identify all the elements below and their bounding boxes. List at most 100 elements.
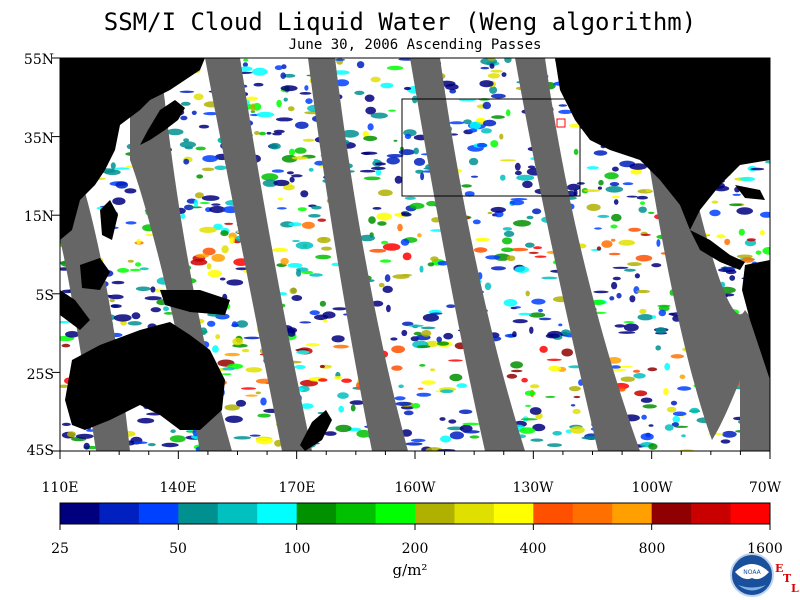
- cloud-blob: [506, 373, 518, 379]
- cloud-blob: [379, 259, 392, 263]
- cloud-blob: [501, 72, 507, 77]
- cloud-blob: [245, 367, 263, 373]
- cloud-blob: [374, 162, 386, 166]
- cloud-blob: [419, 265, 424, 273]
- cloud-blob: [211, 203, 221, 206]
- cloud-blob: [211, 253, 225, 262]
- cloud-blob: [179, 141, 196, 148]
- colorbar-swatch: [296, 503, 337, 524]
- cloud-blob: [65, 331, 80, 338]
- cloud-blob: [526, 215, 534, 220]
- cloud-blob: [386, 156, 400, 165]
- cloud-blob: [610, 238, 616, 242]
- colorbar-swatch: [493, 503, 534, 524]
- cloud-blob: [262, 179, 278, 187]
- cloud-blob: [305, 98, 313, 104]
- cloud-blob: [104, 169, 121, 176]
- lat-label-15n: 15N: [23, 209, 54, 225]
- cloud-blob: [319, 300, 326, 307]
- cloud-blob: [630, 169, 642, 175]
- cloud-blob: [512, 331, 517, 338]
- cloud-blob: [224, 404, 240, 411]
- cloud-blob: [655, 327, 667, 334]
- cloud-blob: [449, 88, 457, 94]
- cloud-blob: [283, 184, 295, 191]
- cloud-blob: [163, 306, 169, 312]
- cloud-blob: [469, 435, 480, 439]
- cloud-blob: [739, 176, 756, 182]
- cloud-blob: [503, 230, 515, 237]
- cloud-blob: [647, 367, 658, 372]
- cloud-blob: [324, 431, 337, 436]
- cloud-blob: [220, 230, 229, 237]
- cloud-blob: [287, 330, 296, 337]
- cloud-blob: [618, 239, 635, 246]
- cloud-blob: [545, 333, 560, 339]
- cloud-blob: [309, 273, 323, 277]
- cloud-blob: [261, 173, 279, 181]
- north-america-land: [555, 58, 770, 230]
- lon-label-160w: 160W: [394, 480, 436, 496]
- cloud-blob: [629, 295, 636, 303]
- cloud-blob: [463, 119, 472, 125]
- cloud-blob: [144, 233, 156, 237]
- cloud-blob: [179, 90, 195, 94]
- cloud-blob: [620, 376, 635, 382]
- cloud-blob: [395, 401, 412, 406]
- cloud-blob: [547, 443, 562, 447]
- colorbar-swatch: [217, 503, 258, 524]
- cloud-blob: [490, 69, 503, 73]
- cloud-blob: [468, 128, 478, 133]
- cloud-blob: [131, 312, 141, 320]
- cloud-blob: [476, 142, 488, 148]
- cloud-blob: [430, 312, 443, 315]
- colorbar-label-100: 100: [283, 541, 311, 557]
- cloud-blob: [538, 317, 552, 321]
- cloud-blob: [421, 330, 432, 337]
- cloud-blob: [461, 184, 472, 188]
- cloud-blob: [490, 140, 499, 148]
- cloud-blob: [341, 378, 352, 383]
- cloud-blob: [500, 174, 506, 181]
- cloud-blob: [671, 422, 680, 427]
- cloud-blob: [510, 198, 528, 201]
- cloud-blob: [139, 267, 149, 271]
- cloud-blob: [166, 128, 184, 136]
- cloud-blob: [110, 304, 122, 308]
- cloud-blob: [354, 90, 365, 95]
- cloud-blob: [510, 369, 523, 373]
- cloud-blob: [741, 257, 754, 263]
- cloud-blob: [611, 281, 618, 290]
- cloud-blob: [180, 115, 188, 121]
- cloud-blob: [501, 247, 514, 253]
- cloud-blob: [349, 400, 365, 405]
- cloud-blob: [510, 247, 529, 252]
- cloud-blob: [594, 227, 602, 230]
- cloud-blob: [489, 86, 498, 94]
- cloud-blob: [619, 365, 633, 368]
- cloud-blob: [449, 431, 464, 440]
- cloud-blob: [297, 207, 307, 212]
- cloud-blob: [195, 146, 206, 151]
- cloud-blob: [394, 396, 406, 401]
- cloud-blob: [640, 201, 645, 206]
- cloud-blob: [760, 211, 770, 218]
- cloud-blob: [759, 230, 765, 236]
- cloud-blob: [552, 431, 562, 436]
- philippines-land: [100, 200, 118, 240]
- cloud-blob: [233, 436, 252, 440]
- cloud-blob: [224, 222, 234, 225]
- cloud-blob: [256, 111, 275, 118]
- cloud-blob: [190, 258, 208, 266]
- cloud-blob: [581, 436, 599, 440]
- cloud-blob: [475, 237, 490, 242]
- cloud-blob: [135, 262, 142, 267]
- cloud-blob: [558, 104, 568, 107]
- cloud-blob: [398, 149, 415, 156]
- cloud-blob: [291, 174, 303, 178]
- cloud-blob: [637, 314, 654, 321]
- cloud-blob: [448, 419, 457, 424]
- cloud-blob: [489, 63, 495, 69]
- cloud-blob: [533, 246, 543, 250]
